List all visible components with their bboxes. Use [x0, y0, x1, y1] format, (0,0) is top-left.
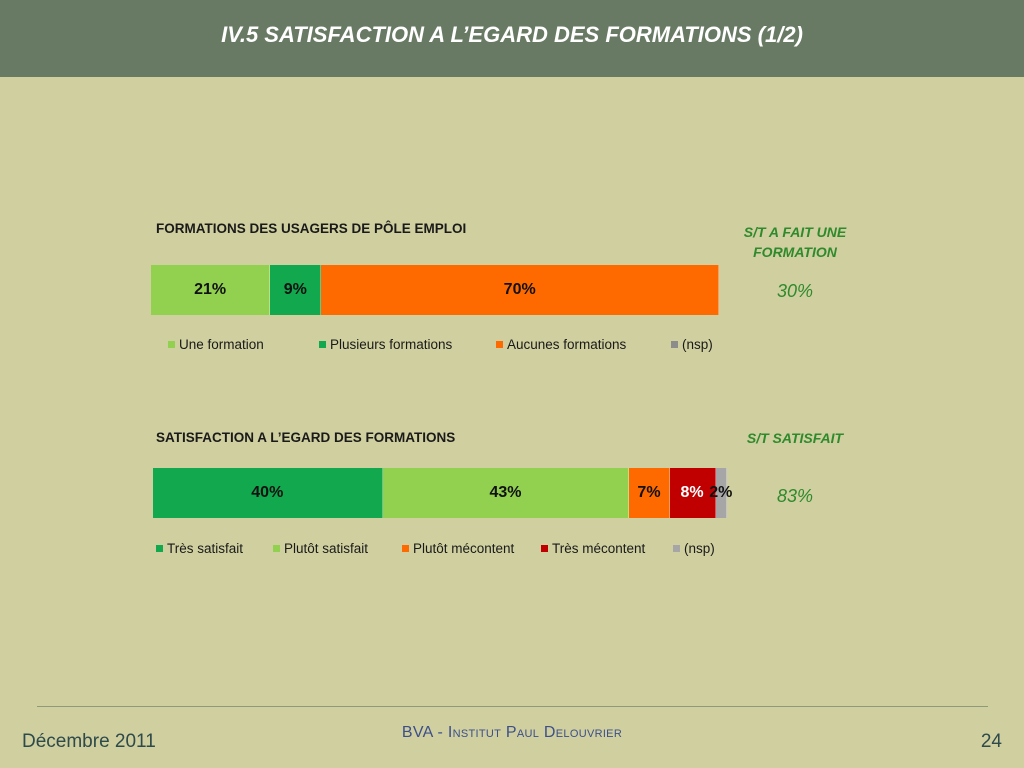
legend-swatch: [273, 545, 280, 552]
chart1-title: FORMATIONS DES USAGERS DE PÔLE EMPLOI: [156, 221, 467, 236]
legend-item: Une formation: [168, 337, 264, 352]
legend-item: Plusieurs formations: [319, 337, 452, 352]
bar-segment: 43%: [382, 468, 630, 518]
bar-segment: 70%: [321, 265, 719, 315]
bar-segment: 2%: [709, 468, 732, 518]
chart2-summary-label: S/T SATISFAIT: [746, 430, 844, 446]
chart2-summary-value: 83%: [776, 486, 814, 506]
legend-item: Très satisfait: [156, 541, 243, 556]
chart2-title: SATISFACTION A L’EGARD DES FORMATIONS: [156, 430, 456, 445]
bar-segment: 7%: [629, 468, 670, 518]
legend-label: Une formation: [179, 337, 264, 352]
legend-swatch: [168, 341, 175, 348]
legend-label: Plutôt mécontent: [413, 541, 515, 556]
slide-title: IV.5 SATISFACTION A L’EGARD DES FORMATIO…: [221, 22, 803, 47]
bar-segment: 9%: [270, 265, 322, 315]
legend-label: Plutôt satisfait: [284, 541, 369, 556]
chart1-summary-label: S/T A FAIT UNE FORMATION: [743, 224, 847, 260]
chart2-legend: Très satisfait Plutôt satisfait Plutôt méc…: [156, 541, 736, 559]
footer-date: Décembre 2011: [22, 731, 156, 752]
legend-item: Plutôt satisfait: [273, 541, 368, 556]
legend-swatch: [673, 545, 680, 552]
slide-header: IV.5 SATISFACTION A L’EGARD DES FORMATIO…: [0, 0, 1024, 77]
chart1-summary-value: 30%: [776, 281, 814, 301]
legend-swatch: [319, 341, 326, 348]
legend-item: Très mécontent: [541, 541, 645, 556]
bar-segment: 40%: [153, 468, 383, 518]
legend-item: (nsp): [671, 337, 713, 352]
legend-swatch: [156, 545, 163, 552]
bar-segment: 21%: [151, 265, 271, 315]
legend-item: (nsp): [673, 541, 715, 556]
legend-label: (nsp): [682, 337, 713, 352]
footer-divider: [37, 706, 988, 707]
chart1-stacked-bar: 21% 9% 70%: [151, 265, 719, 315]
legend-swatch: [402, 545, 409, 552]
legend-swatch: [541, 545, 548, 552]
chart1-legend: Une formation Plusieurs formations Aucunes…: [168, 337, 728, 355]
legend-label: Très satisfait: [167, 541, 244, 556]
legend-swatch: [496, 341, 503, 348]
legend-swatch: [671, 341, 678, 348]
legend-item: Aucunes formations: [496, 337, 626, 352]
footer-source: BVA - Institut Paul Delouvrier: [401, 724, 623, 741]
legend-item: Plutôt mécontent: [402, 541, 514, 556]
legend-label: Aucunes formations: [507, 337, 627, 352]
bar-segment: 8%: [669, 468, 716, 518]
legend-label: Plusieurs formations: [330, 337, 453, 352]
chart2-stacked-bar: 40% 43% 7% 8% 2%: [153, 468, 732, 518]
page-number: 24: [980, 731, 1002, 752]
legend-label: Très mécontent: [552, 541, 646, 556]
legend-label: (nsp): [684, 541, 715, 556]
